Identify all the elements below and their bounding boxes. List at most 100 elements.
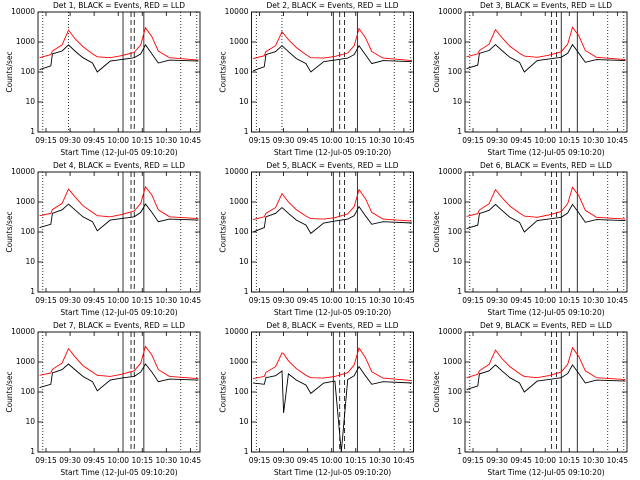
y-tick-label: 10000 (438, 327, 462, 336)
y-tick-label: 10 (239, 257, 249, 266)
data-line (252, 205, 412, 235)
x-tick-label: 10:00 (321, 456, 343, 465)
y-tick-label: 1 (30, 447, 35, 456)
y-tick-label: 1000 (229, 197, 248, 206)
y-tick-label: 100 (234, 387, 249, 396)
x-tick-label: 10:00 (107, 456, 129, 465)
plot-frame (464, 171, 628, 293)
data-line (39, 203, 199, 232)
chart-title: Det 7, BLACK = Events, RED = LLD (53, 321, 185, 330)
x-axis-label: Start Time (12-Jul-05 09:10:20) (60, 308, 177, 317)
y-axis-label: Counts/sec (5, 371, 14, 412)
y-tick-label: 1000 (16, 197, 35, 206)
x-tick-label: 09:45 (297, 136, 319, 145)
y-tick-label: 10 (25, 417, 35, 426)
y-tick-label: 100 (448, 67, 463, 76)
y-tick-label: 10 (452, 97, 462, 106)
x-tick-label: 10:45 (393, 296, 415, 305)
x-tick-label: 09:30 (59, 456, 81, 465)
y-tick-label: 100 (21, 227, 36, 236)
x-tick-label: 09:15 (249, 296, 271, 305)
chart-title: Det 3, BLACK = Events, RED = LLD (480, 1, 612, 10)
x-axis-label: Start Time (12-Jul-05 09:10:20) (487, 468, 604, 477)
y-tick-label: 100 (448, 387, 463, 396)
x-tick-label: 10:15 (131, 456, 153, 465)
y-axis-label: Counts/sec (219, 211, 228, 252)
x-tick-label: 09:30 (486, 296, 508, 305)
x-tick-label: 10:15 (558, 296, 580, 305)
x-tick-label: 10:15 (558, 456, 580, 465)
y-axis-label: Counts/sec (432, 371, 441, 412)
x-tick-label: 10:15 (558, 136, 580, 145)
y-axis-label: Counts/sec (219, 51, 228, 92)
x-tick-label: 10:00 (534, 456, 556, 465)
data-line (466, 364, 626, 393)
data-line (253, 365, 412, 453)
x-tick-label: 09:15 (462, 456, 484, 465)
y-tick-label: 10 (25, 257, 35, 266)
y-tick-label: 10000 (11, 167, 35, 176)
plot-frame (251, 171, 414, 293)
chart-title: Det 8, BLACK = Events, RED = LLD (266, 321, 398, 330)
y-tick-label: 1000 (16, 37, 35, 46)
data-line (39, 185, 199, 220)
x-tick-label: 09:15 (249, 136, 271, 145)
x-tick-label: 10:45 (607, 296, 629, 305)
y-tick-label: 10000 (11, 327, 35, 336)
x-tick-label: 09:45 (83, 296, 105, 305)
data-line (39, 44, 199, 73)
plot-frame (37, 331, 201, 453)
x-tick-label: 10:15 (131, 136, 153, 145)
plot-frame (464, 331, 628, 453)
x-tick-label: 10:45 (607, 136, 629, 145)
y-tick-label: 10000 (225, 167, 249, 176)
y-axis-label: Counts/sec (432, 51, 441, 92)
data-line (253, 347, 412, 382)
chart-title: Det 6, BLACK = Events, RED = LLD (480, 161, 612, 170)
x-axis-label: Start Time (12-Jul-05 09:10:20) (60, 148, 177, 157)
data-line (39, 26, 199, 61)
x-tick-label: 10:45 (393, 136, 415, 145)
y-tick-label: 10000 (225, 327, 249, 336)
x-axis-label: Start Time (12-Jul-05 09:10:20) (274, 308, 391, 317)
x-tick-label: 10:15 (345, 456, 367, 465)
data-line (39, 345, 199, 380)
y-tick-label: 1 (244, 127, 249, 136)
y-tick-label: 1 (457, 447, 462, 456)
x-tick-label: 10:30 (156, 136, 178, 145)
y-tick-label: 1000 (443, 357, 462, 366)
y-tick-label: 100 (448, 227, 463, 236)
x-tick-label: 10:15 (131, 296, 153, 305)
data-line (466, 346, 626, 381)
y-tick-label: 1000 (443, 37, 462, 46)
x-tick-label: 10:00 (107, 296, 129, 305)
x-axis-label: Start Time (12-Jul-05 09:10:20) (274, 468, 391, 477)
plot-frame (37, 171, 201, 293)
x-tick-label: 09:15 (462, 296, 484, 305)
x-tick-label: 10:45 (180, 456, 202, 465)
x-tick-label: 09:15 (35, 296, 57, 305)
y-tick-label: 1 (457, 127, 462, 136)
y-tick-label: 10000 (438, 7, 462, 16)
x-axis-label: Start Time (12-Jul-05 09:10:20) (487, 148, 604, 157)
x-tick-label: 10:45 (180, 136, 202, 145)
x-tick-label: 09:15 (462, 136, 484, 145)
data-line (252, 27, 412, 62)
data-line (252, 188, 412, 222)
data-line (466, 26, 626, 61)
x-axis-label: Start Time (12-Jul-05 09:10:20) (487, 308, 604, 317)
y-tick-label: 100 (21, 387, 36, 396)
chart-title: Det 1, BLACK = Events, RED = LLD (53, 1, 185, 10)
x-tick-label: 09:15 (249, 456, 271, 465)
x-tick-label: 10:30 (369, 456, 391, 465)
y-tick-label: 10000 (11, 7, 35, 16)
y-tick-label: 100 (234, 67, 249, 76)
x-tick-label: 09:15 (35, 456, 57, 465)
y-tick-label: 1000 (16, 357, 35, 366)
x-axis-label: Start Time (12-Jul-05 09:10:20) (274, 148, 391, 157)
x-tick-label: 10:00 (534, 136, 556, 145)
x-tick-label: 10:45 (180, 296, 202, 305)
plot-frame (464, 11, 628, 133)
x-tick-label: 10:15 (345, 296, 367, 305)
